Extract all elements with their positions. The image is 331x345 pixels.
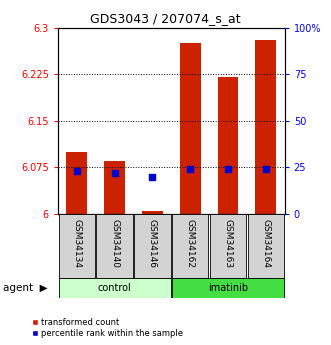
- FancyBboxPatch shape: [172, 278, 284, 298]
- FancyBboxPatch shape: [96, 214, 133, 278]
- Text: GSM34164: GSM34164: [261, 219, 270, 268]
- Text: GDS3043 / 207074_s_at: GDS3043 / 207074_s_at: [90, 12, 241, 25]
- Point: [263, 166, 268, 172]
- FancyBboxPatch shape: [172, 214, 208, 278]
- Point: [74, 168, 79, 174]
- Bar: [67, 152, 87, 214]
- Bar: [217, 77, 238, 214]
- Bar: [180, 43, 201, 214]
- FancyBboxPatch shape: [210, 214, 246, 278]
- Text: control: control: [98, 283, 131, 293]
- Point: [150, 174, 155, 179]
- Legend: transformed count, percentile rank within the sample: transformed count, percentile rank withi…: [31, 317, 184, 339]
- FancyBboxPatch shape: [248, 214, 284, 278]
- Point: [225, 166, 231, 172]
- FancyBboxPatch shape: [59, 214, 95, 278]
- Text: GSM34146: GSM34146: [148, 219, 157, 268]
- FancyBboxPatch shape: [59, 278, 170, 298]
- Bar: [104, 161, 125, 214]
- Text: GSM34134: GSM34134: [72, 219, 81, 268]
- Text: GSM34163: GSM34163: [223, 219, 232, 268]
- Text: imatinib: imatinib: [208, 283, 248, 293]
- Text: agent  ▶: agent ▶: [3, 283, 48, 293]
- Bar: [256, 40, 276, 214]
- Text: GSM34140: GSM34140: [110, 219, 119, 268]
- FancyBboxPatch shape: [134, 214, 170, 278]
- Text: GSM34162: GSM34162: [186, 219, 195, 268]
- Bar: [142, 211, 163, 214]
- Point: [188, 166, 193, 172]
- Point: [112, 170, 117, 176]
